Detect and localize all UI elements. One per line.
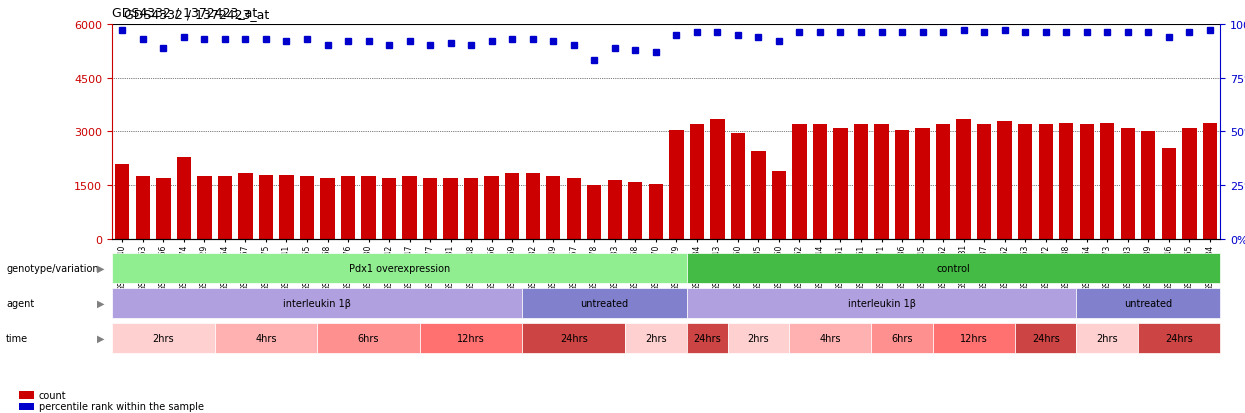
Bar (997, 121, 1012, 240)
Text: 2hrs: 2hrs (747, 333, 769, 343)
Text: GDS4332 / 1372423_at: GDS4332 / 1372423_at (112, 7, 258, 19)
Bar (1079, 125, 1094, 240)
Bar (218, 177, 232, 240)
Bar (361, 177, 376, 240)
Bar (772, 171, 786, 240)
Text: ▶: ▶ (97, 298, 105, 308)
Text: 4hrs: 4hrs (819, 333, 840, 343)
Bar (813, 125, 827, 240)
Bar (525, 173, 540, 240)
Text: 24hrs: 24hrs (1032, 333, 1059, 343)
Bar (956, 120, 971, 240)
Bar (588, 186, 601, 240)
Bar (977, 125, 991, 240)
Bar (115, 164, 129, 240)
Text: 2hrs: 2hrs (153, 333, 174, 343)
Bar (443, 179, 458, 240)
Bar (320, 179, 335, 240)
Text: time: time (6, 333, 29, 343)
Bar (1162, 148, 1177, 240)
Bar (547, 177, 560, 240)
Text: 4hrs: 4hrs (255, 333, 276, 343)
Bar (259, 175, 273, 240)
Text: interleukin 1β: interleukin 1β (284, 298, 351, 308)
Bar (690, 125, 703, 240)
Bar (484, 177, 499, 240)
Text: ▶: ▶ (97, 263, 105, 273)
Bar (669, 131, 684, 240)
Text: 2hrs: 2hrs (645, 333, 666, 343)
Bar (608, 180, 622, 240)
Text: interleukin 1β: interleukin 1β (848, 298, 915, 308)
Text: 12hrs: 12hrs (960, 333, 987, 343)
Bar (279, 175, 294, 240)
Text: genotype/variation: genotype/variation (6, 263, 98, 273)
Bar (341, 177, 355, 240)
Text: control: control (936, 263, 970, 273)
Bar (566, 179, 581, 240)
Bar (238, 173, 253, 240)
Bar (629, 182, 642, 240)
Text: count: count (39, 390, 66, 400)
Text: agent: agent (6, 298, 35, 308)
Bar (792, 125, 807, 240)
Bar (197, 177, 212, 240)
Text: GDS4332 / 1372423_at: GDS4332 / 1372423_at (124, 8, 270, 21)
Bar (1038, 125, 1053, 240)
Bar (874, 125, 889, 240)
Bar (402, 177, 417, 240)
Bar (423, 179, 437, 240)
Text: 6hrs: 6hrs (891, 333, 913, 343)
Bar (915, 128, 930, 240)
Bar (731, 134, 745, 240)
Bar (895, 131, 909, 240)
Bar (1120, 128, 1135, 240)
Text: 12hrs: 12hrs (457, 333, 486, 343)
Text: 6hrs: 6hrs (357, 333, 380, 343)
Text: 24hrs: 24hrs (1165, 333, 1193, 343)
Text: percentile rank within the sample: percentile rank within the sample (39, 401, 204, 411)
Text: 2hrs: 2hrs (1097, 333, 1118, 343)
Bar (649, 184, 664, 240)
Bar (1101, 123, 1114, 240)
Bar (710, 120, 725, 240)
Text: 24hrs: 24hrs (560, 333, 588, 343)
Bar (936, 125, 950, 240)
Bar (382, 179, 396, 240)
Bar (177, 157, 190, 240)
Bar (833, 128, 848, 240)
Bar (1059, 123, 1073, 240)
Bar (1142, 132, 1155, 240)
Text: ▶: ▶ (97, 333, 105, 343)
Bar (156, 179, 171, 240)
Bar (300, 177, 314, 240)
Bar (1018, 125, 1032, 240)
Bar (505, 173, 519, 240)
Text: untreated: untreated (580, 298, 629, 308)
Bar (751, 152, 766, 240)
Bar (1203, 123, 1218, 240)
Bar (464, 179, 478, 240)
Bar (854, 125, 868, 240)
Bar (136, 177, 149, 240)
Text: untreated: untreated (1124, 298, 1173, 308)
Text: Pdx1 overexpression: Pdx1 overexpression (349, 263, 449, 273)
Bar (1183, 128, 1196, 240)
Text: 24hrs: 24hrs (693, 333, 721, 343)
